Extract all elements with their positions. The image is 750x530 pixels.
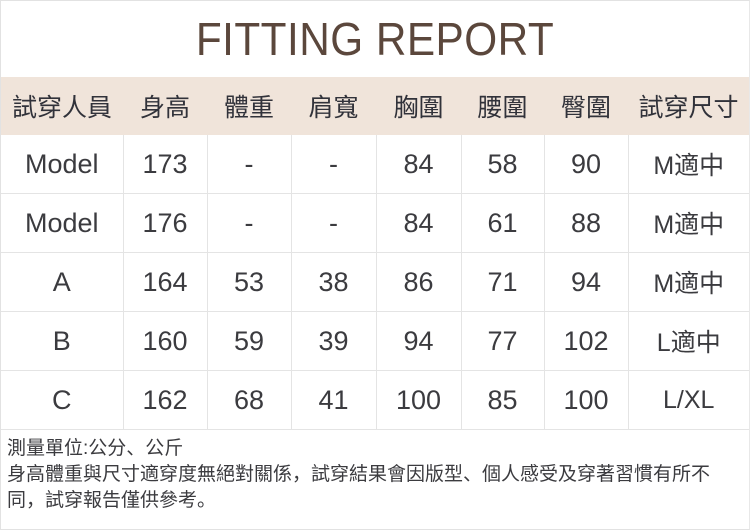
cell-weight: 68 — [207, 370, 292, 430]
column-header-height: 身高 — [139, 94, 190, 122]
table-row: C 162 68 41 100 85 100 L/XL — [1, 370, 749, 430]
cell-size: L適中 — [628, 311, 749, 371]
table-row: B 160 59 39 94 77 102 L適中 — [1, 311, 749, 371]
table-row: Model 173 - - 84 58 90 M適中 — [1, 135, 749, 194]
column-header-person: 試穿人員 — [11, 94, 112, 122]
footnote-disclaimer: 身高體重與尺寸適穿度無絕對關係，試穿結果會因版型、個人感受及穿著習慣有所不同，試… — [7, 464, 711, 511]
cell-hip: 90 — [544, 135, 629, 194]
column-header-weight: 體重 — [223, 94, 274, 122]
cell-height: 162 — [123, 370, 208, 430]
cell-person: A — [1, 252, 124, 312]
table-row: Model 176 - - 84 61 88 M適中 — [1, 193, 749, 253]
column-header-hip: 臀圍 — [560, 94, 611, 122]
cell-height: 173 — [123, 135, 208, 194]
cell-weight: 59 — [207, 311, 292, 371]
cell-bust: 86 — [376, 252, 462, 312]
cell-hip: 102 — [544, 311, 629, 371]
cell-bust: 84 — [376, 193, 462, 253]
cell-height: 160 — [123, 311, 208, 371]
cell-bust: 84 — [376, 135, 462, 194]
cell-size: M適中 — [628, 193, 749, 253]
cell-waist: 77 — [461, 311, 545, 371]
cell-bust: 100 — [376, 370, 462, 430]
table-header: 試穿人員 身高 體重 肩寬 胸圍 腰圍 臀圍 試穿尺寸 — [1, 77, 749, 135]
cell-waist: 58 — [461, 135, 545, 194]
cell-size: L/XL — [628, 370, 749, 430]
cell-size: M適中 — [628, 135, 749, 194]
cell-hip: 88 — [544, 193, 629, 253]
table-row: A 164 53 38 86 71 94 M適中 — [1, 252, 749, 312]
cell-height: 176 — [123, 193, 208, 253]
footnote: 測量單位:公分、公斤 身高體重與尺寸適穿度無絕對關係，試穿結果會因版型、個人感受… — [1, 430, 749, 514]
table-header-row: 試穿人員 身高 體重 肩寬 胸圍 腰圍 臀圍 試穿尺寸 — [1, 77, 749, 135]
cell-weight: - — [207, 193, 292, 253]
cell-height: 164 — [123, 252, 208, 312]
fitting-report-table: 試穿人員 身高 體重 肩寬 胸圍 腰圍 臀圍 試穿尺寸 Model 173 - … — [1, 77, 749, 430]
cell-size: M適中 — [628, 252, 749, 312]
page-title: FITTING REPORT — [195, 13, 555, 65]
cell-person: Model — [1, 193, 124, 253]
cell-weight: - — [207, 135, 292, 194]
cell-weight: 53 — [207, 252, 292, 312]
column-header-size: 試穿尺寸 — [638, 94, 739, 122]
cell-shoulder: - — [291, 193, 377, 253]
cell-waist: 71 — [461, 252, 545, 312]
cell-bust: 94 — [376, 311, 462, 371]
cell-person: C — [1, 370, 124, 430]
cell-shoulder: 41 — [291, 370, 377, 430]
cell-person: B — [1, 311, 124, 371]
cell-person: Model — [1, 135, 124, 194]
column-header-bust: 胸圍 — [393, 94, 444, 122]
cell-hip: 94 — [544, 252, 629, 312]
cell-hip: 100 — [544, 370, 629, 430]
column-header-shoulder: 肩寬 — [308, 94, 359, 122]
footnote-measurement-unit: 測量單位:公分、公斤 — [7, 438, 184, 459]
cell-waist: 85 — [461, 370, 545, 430]
table-body: Model 173 - - 84 58 90 M適中 Model 176 - -… — [1, 135, 749, 430]
cell-shoulder: 38 — [291, 252, 377, 312]
column-header-waist: 腰圍 — [477, 94, 528, 122]
cell-shoulder: - — [291, 135, 377, 194]
cell-shoulder: 39 — [291, 311, 377, 371]
cell-waist: 61 — [461, 193, 545, 253]
